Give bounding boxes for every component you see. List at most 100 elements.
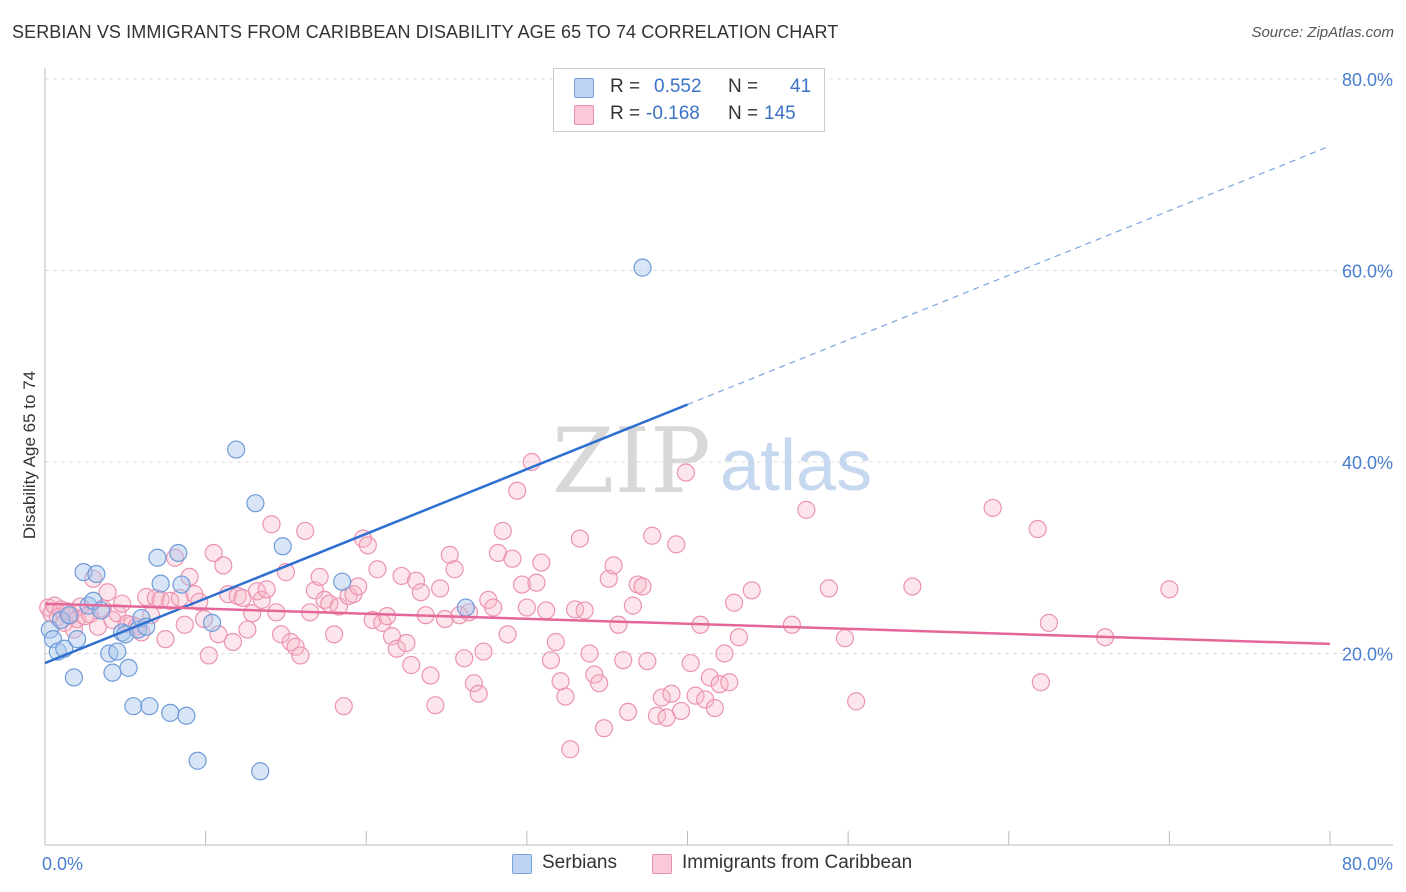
point-caribbean: [334, 697, 353, 716]
point-caribbean: [1039, 613, 1059, 632]
point-caribbean: [1031, 673, 1050, 692]
point-caribbean: [426, 696, 445, 715]
point-caribbean: [305, 581, 324, 600]
x-tick-label: 0.0%: [42, 854, 83, 874]
point-caribbean: [594, 719, 614, 738]
point-caribbean: [349, 577, 368, 596]
point-caribbean: [638, 652, 657, 671]
point-caribbean: [1160, 580, 1179, 599]
point-caribbean: [262, 515, 281, 534]
point-caribbean: [983, 498, 1002, 518]
point-caribbean: [590, 674, 609, 693]
point-caribbean: [214, 556, 233, 575]
point-caribbean: [440, 545, 459, 564]
point-serbians: [87, 564, 106, 584]
y-tick-label: 20.0%: [1342, 645, 1393, 665]
point-caribbean: [604, 556, 623, 575]
point-caribbean: [565, 600, 585, 619]
point-caribbean: [175, 615, 194, 634]
point-caribbean: [156, 630, 175, 649]
point-caribbean: [464, 674, 483, 693]
point-serbians: [103, 663, 122, 682]
point-caribbean: [652, 688, 671, 707]
point-caribbean: [238, 620, 257, 639]
legend-swatch-caribbean: [652, 854, 672, 874]
point-caribbean: [532, 553, 551, 572]
point-caribbean: [609, 615, 628, 634]
point-caribbean: [715, 644, 734, 663]
point-caribbean: [508, 481, 527, 500]
point-caribbean: [257, 580, 276, 599]
point-caribbean: [310, 567, 329, 587]
point-caribbean: [421, 666, 440, 685]
legend-r-value: 0.552: [654, 76, 702, 97]
legend-r-value: -0.168: [646, 103, 700, 124]
point-caribbean: [474, 642, 493, 661]
point-caribbean: [406, 571, 426, 590]
point-serbians: [333, 572, 352, 591]
point-caribbean: [633, 577, 652, 596]
point-caribbean: [561, 740, 580, 759]
point-caribbean: [112, 594, 132, 613]
point-caribbean: [742, 581, 761, 600]
point-serbians: [151, 574, 170, 593]
point-caribbean: [782, 615, 802, 634]
point-caribbean: [358, 536, 377, 555]
legend-swatch-serbians: [512, 854, 532, 874]
legend-swatch-serbians: [574, 78, 594, 98]
x-tick-label: 80.0%: [1342, 854, 1393, 874]
point-caribbean: [797, 500, 816, 519]
point-caribbean: [402, 655, 421, 675]
point-serbians: [64, 668, 84, 687]
point-serbians: [59, 606, 79, 625]
point-caribbean: [296, 521, 315, 541]
point-caribbean: [556, 687, 575, 706]
point-caribbean: [686, 686, 705, 705]
point-caribbean: [681, 653, 700, 673]
trend-layer: [44, 145, 1331, 665]
legend-n-value: 145: [764, 103, 796, 124]
point-caribbean: [512, 575, 532, 594]
point-serbians: [148, 548, 167, 567]
point-caribbean: [1028, 519, 1047, 539]
point-caribbean: [286, 637, 305, 656]
point-caribbean: [272, 625, 291, 644]
point-caribbean: [700, 668, 720, 687]
y-tick-label: 80.0%: [1342, 70, 1393, 90]
point-caribbean: [291, 646, 310, 665]
stats-legend: R = 0.552 N = 41 R = -0.168 N = 145: [553, 68, 825, 132]
point-serbians: [251, 762, 270, 781]
point-caribbean: [623, 596, 642, 615]
point-serbians: [169, 543, 188, 563]
y-tick-label: 40.0%: [1342, 453, 1393, 473]
point-caribbean: [199, 646, 218, 665]
grid-layer: [45, 78, 1393, 654]
point-serbians: [633, 258, 652, 277]
point-serbians: [161, 703, 180, 722]
points-layer: [39, 258, 1179, 781]
point-caribbean: [614, 651, 633, 670]
point-caribbean: [325, 625, 344, 644]
legend-n-label: N =: [728, 103, 759, 124]
point-caribbean: [204, 543, 223, 563]
y-tick-label: 60.0%: [1342, 262, 1393, 282]
trend-line-serbians: [44, 403, 688, 665]
point-caribbean: [368, 560, 387, 579]
point-caribbean: [503, 549, 522, 568]
trend-line-caribbean: [44, 602, 1331, 646]
point-caribbean: [484, 598, 503, 617]
point-caribbean: [570, 529, 589, 548]
legend-r-label: R =: [610, 103, 641, 124]
point-caribbean: [170, 588, 190, 608]
point-caribbean: [551, 672, 570, 691]
point-caribbean: [618, 702, 638, 722]
point-caribbean: [64, 620, 84, 639]
point-caribbean: [455, 649, 474, 668]
point-caribbean: [724, 593, 744, 612]
point-serbians: [68, 630, 87, 649]
point-caribbean: [705, 698, 724, 718]
axes-layer: [44, 68, 1393, 846]
series-legend: Serbians Immigrants from Caribbean: [0, 852, 1406, 878]
legend-n-value: 41: [790, 76, 812, 97]
